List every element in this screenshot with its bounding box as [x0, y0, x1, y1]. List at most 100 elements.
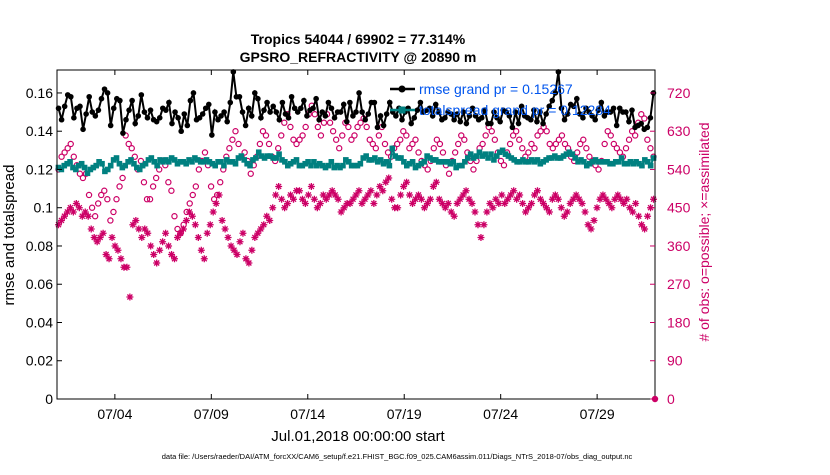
assimilated-obs-point: [432, 178, 440, 186]
rmse-point: [169, 120, 175, 127]
rmse-point: [83, 111, 89, 117]
possible-obs-point: [509, 132, 517, 139]
y-left-tick-label: 0.06: [26, 276, 53, 292]
assimilated-obs-point: [459, 191, 467, 199]
assimilated-obs-point: [376, 182, 384, 190]
assimilated-obs-point: [334, 195, 342, 203]
rmse-point: [509, 124, 516, 131]
totalspread-point: [296, 162, 303, 169]
assimilated-obs-point: [150, 250, 158, 258]
assimilated-obs-point: [188, 212, 196, 220]
assimilated-obs-point: [132, 216, 140, 224]
assimilated-obs-point: [236, 238, 244, 246]
rmse-point: [374, 124, 381, 131]
assimilated-obs-point: [644, 212, 652, 220]
rmse-point: [552, 90, 559, 96]
possible-obs-point: [397, 136, 404, 143]
assimilated-obs-point: [483, 208, 491, 216]
possible-obs-point: [226, 145, 233, 152]
totalspread-point: [183, 160, 189, 167]
totalspread-point: [572, 155, 578, 161]
totalspread-point: [581, 159, 587, 165]
y-left-tick-label: 0.04: [26, 314, 53, 330]
possible-obs-point: [366, 136, 373, 143]
assimilated-obs-point: [325, 191, 333, 199]
rmse-point: [592, 116, 598, 123]
totalspread-point: [75, 162, 82, 169]
assimilated-obs-point: [239, 229, 247, 237]
totalspread-point: [537, 160, 544, 167]
assimilated-obs-point: [159, 238, 167, 246]
totalspread-point: [441, 159, 448, 165]
totalspread-point: [261, 155, 268, 161]
possible-obs-point: [543, 128, 550, 135]
assimilated-obs-point: [501, 199, 509, 207]
assimilated-obs-point: [447, 208, 455, 216]
x-tick-label: 07/29: [580, 406, 615, 422]
rmse-point: [316, 116, 323, 123]
assimilated-obs-point: [179, 225, 187, 233]
assimilated-obs-point: [385, 174, 393, 182]
rmse-point: [448, 111, 454, 117]
possible-obs-point: [113, 196, 120, 203]
possible-obs-point: [247, 170, 254, 177]
assimilated-obs-point: [81, 208, 89, 216]
y-right-tick-label: 360: [667, 238, 691, 254]
totalspread-point: [406, 160, 413, 167]
assimilated-obs-point: [471, 208, 479, 216]
assimilated-obs-point: [533, 187, 541, 195]
assimilated-obs-point: [251, 233, 259, 241]
rmse-point: [469, 105, 476, 112]
rmse-point: [411, 115, 418, 121]
assimilated-obs-point: [266, 216, 274, 224]
rmse-point: [451, 116, 457, 123]
rmse-point: [95, 107, 102, 113]
rmse-point: [362, 116, 369, 123]
totalspread-point: [218, 159, 224, 165]
possible-obs-point: [445, 170, 453, 177]
rmse-point: [319, 109, 326, 115]
assimilated-obs-point: [191, 221, 199, 229]
totalspread-point: [192, 155, 198, 161]
possible-obs-point: [491, 136, 499, 143]
possible-obs-point: [393, 140, 401, 148]
totalspread-point: [421, 159, 428, 165]
possible-obs-point: [628, 128, 636, 135]
assimilated-obs-point: [141, 225, 149, 233]
assimilated-obs-point: [623, 195, 631, 203]
rmse-point: [239, 109, 246, 115]
possible-obs-point: [91, 213, 99, 220]
assimilated-obs-point: [126, 293, 134, 301]
rmse-point: [273, 109, 280, 115]
assimilated-obs-point: [361, 195, 369, 203]
assimilated-obs-point: [245, 259, 253, 267]
y-left-tick-label: 0.08: [26, 238, 53, 254]
possible-obs-point: [555, 136, 563, 143]
marks-layer: [54, 69, 658, 301]
possible-obs-point: [424, 166, 431, 173]
assimilated-obs-point: [611, 195, 619, 203]
possible-obs-point: [610, 140, 618, 148]
assimilated-obs-point: [414, 191, 422, 199]
assimilated-obs-point: [355, 187, 363, 195]
assimilated-obs-point: [575, 195, 583, 203]
x-tick-label: 07/24: [483, 406, 518, 422]
totalspread-point: [386, 162, 393, 169]
assimilated-obs-point: [516, 191, 524, 199]
rmse-point: [58, 116, 65, 123]
x-tick-label: 07/14: [290, 406, 325, 422]
rmse-point: [577, 111, 583, 117]
assimilated-obs-point: [420, 204, 428, 212]
possible-obs-point: [186, 200, 193, 207]
assimilated-obs-point: [379, 187, 387, 195]
totalspread-point: [319, 162, 326, 169]
rmse-point: [555, 69, 562, 75]
legend-marker-totalspread: [398, 106, 406, 114]
totalspread-point: [560, 153, 567, 159]
assimilated-obs-point: [275, 182, 283, 190]
totalspread-point: [534, 157, 541, 163]
rmse-point: [629, 107, 635, 113]
assimilated-obs-point: [406, 191, 414, 199]
rmse-point: [230, 69, 237, 75]
